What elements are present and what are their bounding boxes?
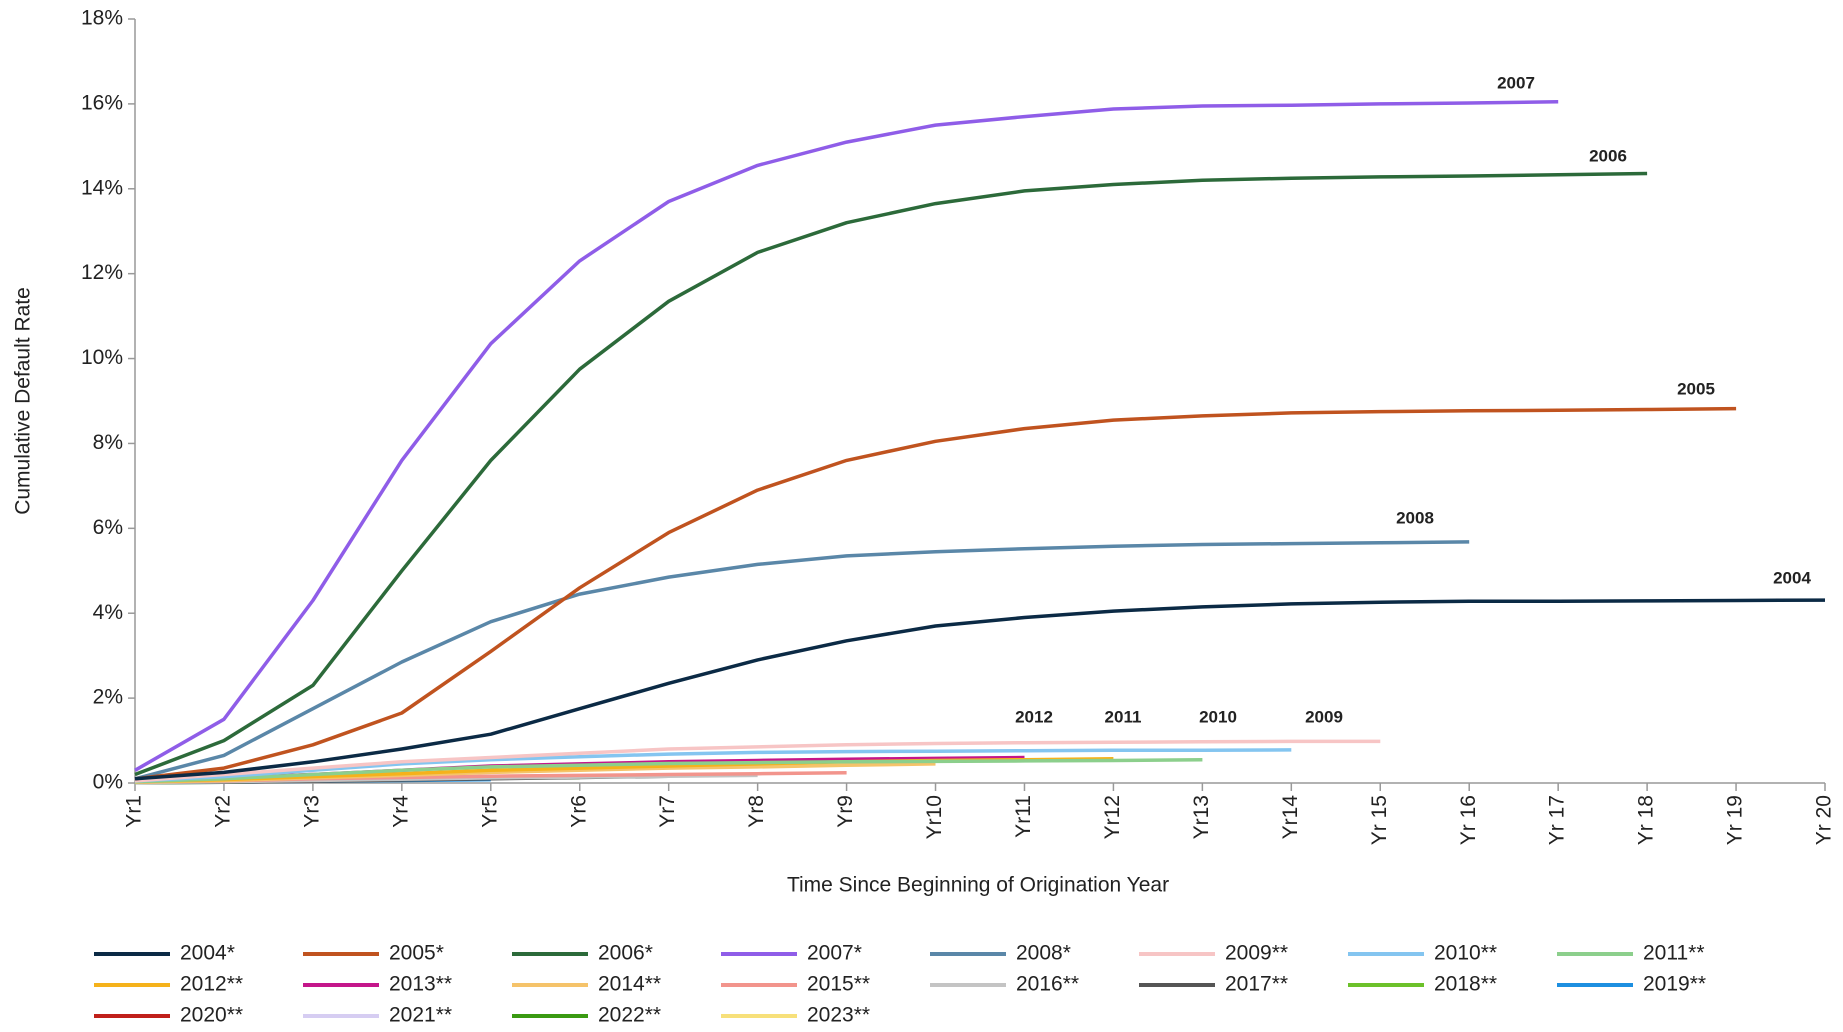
y-tick-label: 10% bbox=[81, 346, 123, 369]
legend-label: 2013** bbox=[389, 973, 452, 996]
series-line bbox=[134, 748, 1292, 783]
legend-label: 2012** bbox=[180, 973, 243, 996]
legend-label: 2017** bbox=[1225, 973, 1288, 996]
annotation: 2012 bbox=[1015, 707, 1053, 726]
series-line bbox=[134, 540, 1470, 781]
legend-label: 2011** bbox=[1643, 942, 1705, 965]
legend-label: 2006* bbox=[598, 942, 653, 965]
annotation: 2005 bbox=[1677, 379, 1715, 398]
series-line bbox=[134, 598, 1826, 781]
y-tick-label: 8% bbox=[93, 431, 123, 454]
x-tick-label: Yr 18 bbox=[1635, 795, 1658, 845]
y-axis-title: Cumulative Default Rate bbox=[12, 287, 35, 515]
y-tick-label: 14% bbox=[81, 176, 123, 199]
legend-label: 2010** bbox=[1434, 942, 1497, 965]
annotation: 2011 bbox=[1105, 707, 1142, 726]
x-tick-label: Yr13 bbox=[1190, 795, 1213, 839]
series-line bbox=[134, 406, 1737, 781]
x-tick-label: Yr 19 bbox=[1724, 795, 1747, 845]
x-tick-label: Yr3 bbox=[300, 795, 323, 828]
x-tick-label: Yr11 bbox=[1012, 795, 1035, 838]
x-tick-label: Yr 17 bbox=[1546, 795, 1569, 845]
annotation: 2010 bbox=[1199, 707, 1237, 726]
x-tick-label: Yr12 bbox=[1101, 795, 1124, 839]
x-tick-label: Yr2 bbox=[211, 795, 234, 828]
legend-label: 2023** bbox=[807, 1004, 870, 1027]
legend-label: 2009** bbox=[1225, 942, 1288, 965]
legend-label: 2015** bbox=[807, 973, 870, 996]
x-tick-label: Yr 16 bbox=[1457, 795, 1480, 845]
y-tick-label: 6% bbox=[93, 516, 123, 539]
annotation: 2004 bbox=[1773, 568, 1811, 587]
legend-label: 2020** bbox=[180, 1004, 243, 1027]
x-tick-label: Yr9 bbox=[834, 795, 857, 828]
legend-label: 2004* bbox=[180, 942, 235, 965]
annotation: 2008 bbox=[1396, 508, 1434, 527]
x-axis-title: Time Since Beginning of Origination Year bbox=[787, 874, 1169, 897]
y-tick-label: 18% bbox=[81, 7, 123, 30]
x-tick-label: Yr4 bbox=[389, 795, 412, 828]
legend-label: 2018** bbox=[1434, 973, 1497, 996]
x-tick-label: Yr7 bbox=[656, 795, 679, 828]
x-tick-label: Yr10 bbox=[923, 795, 946, 839]
annotation: 2006 bbox=[1589, 146, 1627, 165]
x-tick-label: Yr5 bbox=[478, 795, 501, 828]
series-line bbox=[134, 171, 1648, 777]
series-line bbox=[134, 739, 1381, 783]
legend-label: 2016** bbox=[1016, 973, 1079, 996]
y-tick-label: 12% bbox=[81, 261, 123, 284]
legend-label: 2022** bbox=[598, 1004, 661, 1027]
x-tick-label: Yr1 bbox=[123, 795, 146, 828]
legend-label: 2005* bbox=[389, 942, 444, 965]
legend-label: 2019** bbox=[1643, 973, 1706, 996]
x-tick-label: Yr8 bbox=[745, 795, 768, 828]
y-tick-label: 16% bbox=[81, 91, 123, 114]
x-tick-label: Yr6 bbox=[567, 795, 590, 828]
legend-label: 2008* bbox=[1016, 942, 1071, 965]
legend-label: 2007* bbox=[807, 942, 862, 965]
series-line bbox=[134, 757, 1203, 784]
x-tick-label: Yr 20 bbox=[1813, 795, 1836, 845]
annotation: 2009 bbox=[1305, 707, 1343, 726]
series-line bbox=[134, 100, 1559, 772]
x-tick-label: Yr 15 bbox=[1368, 795, 1391, 845]
x-tick-label: Yr14 bbox=[1279, 795, 1302, 840]
y-tick-label: 4% bbox=[93, 601, 123, 624]
annotation: 2007 bbox=[1497, 73, 1535, 92]
legend-label: 2014** bbox=[598, 973, 661, 996]
y-tick-label: 0% bbox=[93, 771, 123, 794]
legend-label: 2021** bbox=[389, 1004, 452, 1027]
y-tick-label: 2% bbox=[93, 686, 123, 709]
